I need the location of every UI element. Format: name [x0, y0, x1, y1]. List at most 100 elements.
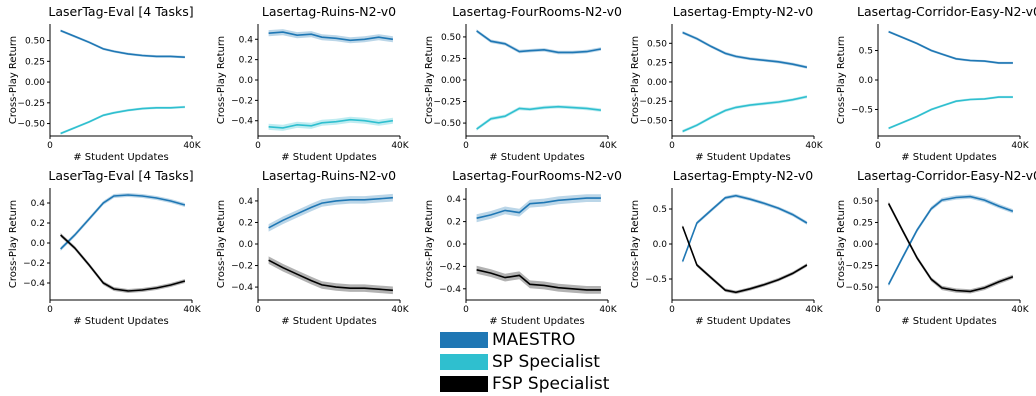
x-axis-label: # Student Updates — [901, 152, 997, 163]
legend-label-maestro: MAESTRO — [492, 330, 576, 350]
series-line-fsp-specialist — [60, 234, 186, 292]
series-band-sp-specialist — [476, 105, 601, 131]
x-tick-label: 0 — [255, 305, 261, 315]
y-tick-label: −0.50 — [433, 119, 461, 129]
y-axis-label: Cross-Play Return — [836, 36, 847, 124]
series-band-sp-specialist — [888, 95, 1013, 130]
x-axis-label: # Student Updates — [695, 316, 791, 327]
y-tick-label: 0.0 — [31, 239, 46, 249]
series-line-fsp-specialist — [681, 226, 808, 294]
subplot-title: Lasertag-FourRooms-N2-v0 — [452, 168, 622, 183]
subplot-title: Lasertag-Corridor-Easy-N2-v0 — [857, 168, 1036, 183]
y-tick-label: 0.4 — [31, 199, 46, 209]
y-tick-label: −0.5 — [851, 105, 873, 115]
y-tick-label: −0.50 — [845, 283, 873, 293]
y-tick-label: 0.2 — [31, 219, 45, 229]
x-tick-label: 40K — [391, 305, 409, 315]
y-tick-label: −0.4 — [23, 279, 45, 289]
y-tick-label: 0.2 — [239, 56, 253, 66]
series-line-sp-specialist — [888, 96, 1013, 130]
x-tick-label: 0 — [463, 305, 469, 315]
y-axis-label: Cross-Play Return — [216, 36, 227, 124]
subplot-1: LaserTag-Eval [4 Tasks] −0.50 −0.25 0.00 0.2… — [8, 4, 202, 163]
series-band-sp-specialist — [268, 116, 393, 131]
y-tick-label: 0.50 — [853, 197, 873, 207]
x-axis-label: # Student Updates — [73, 152, 169, 163]
legend-label-fsp-specialist: FSP Specialist — [492, 374, 610, 394]
y-tick-label: −0.25 — [17, 99, 45, 109]
series-band-maestro — [682, 193, 807, 264]
y-tick-label: 0.0 — [239, 76, 254, 86]
y-tick-label: −0.2 — [231, 262, 253, 272]
legend-item-maestro: MAESTRO — [440, 330, 609, 350]
series-line-sp-specialist — [60, 106, 185, 135]
y-tick-label: −0.2 — [231, 96, 253, 106]
subplot-title: Lasertag-Ruins-N2-v0 — [262, 168, 396, 183]
y-tick-label: −0.25 — [845, 262, 873, 272]
y-axis-label: Cross-Play Return — [630, 200, 641, 288]
y-tick-label: 0.50 — [25, 37, 45, 47]
legend-swatch-maestro — [440, 332, 488, 348]
subplot-5: Lasertag-Corridor-Easy-N2-v0 −0.5 0.0 0.5 0 4… — [836, 4, 1036, 163]
subplot-10: Lasertag-Corridor-Easy-N2-v0 −0.50 −0.25 0.… — [836, 168, 1036, 327]
y-tick-label: 0.00 — [25, 78, 45, 88]
y-tick-label: 0.5 — [859, 47, 873, 57]
x-tick-label: 0 — [47, 141, 53, 151]
series-line-maestro — [60, 29, 185, 58]
y-tick-label: −0.4 — [231, 117, 253, 127]
y-tick-label: −0.4 — [439, 285, 461, 295]
y-axis-label: Cross-Play Return — [630, 36, 641, 124]
y-axis-label: Cross-Play Return — [216, 200, 227, 288]
y-tick-label: 0.0 — [859, 76, 874, 86]
x-tick-label: 0 — [875, 141, 881, 151]
subplot-title: Lasertag-FourRooms-N2-v0 — [452, 4, 622, 19]
y-axis-label: Cross-Play Return — [424, 36, 435, 124]
y-tick-label: 0.00 — [441, 76, 461, 86]
series-band-fsp-specialist — [60, 233, 185, 293]
subplot-title: Lasertag-Empty-N2-v0 — [673, 4, 813, 19]
subplot-title: LaserTag-Eval [4 Tasks] — [48, 4, 193, 19]
subplot-6: LaserTag-Eval [4 Tasks] −0.4 −0.2 0.0 0.2 0.4… — [8, 168, 202, 327]
x-tick-label: 40K — [391, 141, 409, 151]
y-tick-label: 0.4 — [239, 197, 254, 207]
series-line-sp-specialist — [268, 118, 394, 129]
x-tick-label: 40K — [805, 141, 823, 151]
series-band-fsp-specialist — [476, 265, 601, 294]
y-tick-label: 0.5 — [653, 205, 667, 215]
x-axis-label: # Student Updates — [695, 152, 791, 163]
x-axis-label: # Student Updates — [489, 316, 585, 327]
y-tick-label: 0.0 — [653, 240, 668, 250]
x-axis-label: # Student Updates — [901, 316, 997, 327]
series-line-maestro — [888, 30, 1013, 64]
subplot-7: Lasertag-Ruins-N2-v0 −0.4 −0.2 0.0 0.2 0.4 0 40… — [216, 168, 410, 327]
subplot-3: Lasertag-FourRooms-N2-v0 −0.50 −0.25 0.00 0.… — [424, 4, 622, 163]
x-tick-label: 40K — [1011, 141, 1029, 151]
subplot-title: Lasertag-Corridor-Easy-N2-v0 — [857, 4, 1036, 19]
x-tick-label: 40K — [1011, 305, 1029, 315]
legend-label-sp-specialist: SP Specialist — [492, 352, 600, 372]
y-tick-label: 0.2 — [447, 218, 461, 228]
y-tick-label: −0.50 — [17, 120, 45, 130]
legend-item-fsp-specialist: FSP Specialist — [440, 374, 609, 394]
y-tick-label: 0.25 — [853, 218, 873, 228]
series-band-sp-specialist — [60, 105, 185, 135]
y-axis-label: Cross-Play Return — [8, 200, 19, 288]
y-tick-label: 0.4 — [447, 195, 462, 205]
x-tick-label: 0 — [875, 305, 881, 315]
series-line-maestro — [268, 196, 393, 229]
subplot-8: Lasertag-FourRooms-N2-v0 −0.4 −0.2 0.0 0.2 0.… — [424, 168, 622, 327]
series-line-sp-specialist — [476, 105, 602, 130]
series-line-maestro — [268, 31, 394, 42]
legend-swatch-sp-specialist — [440, 354, 488, 370]
legend: MAESTRO SP Specialist FSP Specialist — [440, 330, 609, 396]
y-tick-label: −0.25 — [433, 98, 461, 108]
series-band-maestro — [60, 29, 185, 59]
y-axis-label: Cross-Play Return — [8, 36, 19, 124]
y-axis-label: Cross-Play Return — [424, 200, 435, 288]
y-tick-label: 0.00 — [647, 78, 667, 88]
y-tick-label: −0.5 — [645, 275, 667, 285]
series-line-fsp-specialist — [268, 259, 393, 292]
series-band-maestro — [268, 29, 393, 44]
subplot-title: LaserTag-Eval [4 Tasks] — [48, 168, 193, 183]
